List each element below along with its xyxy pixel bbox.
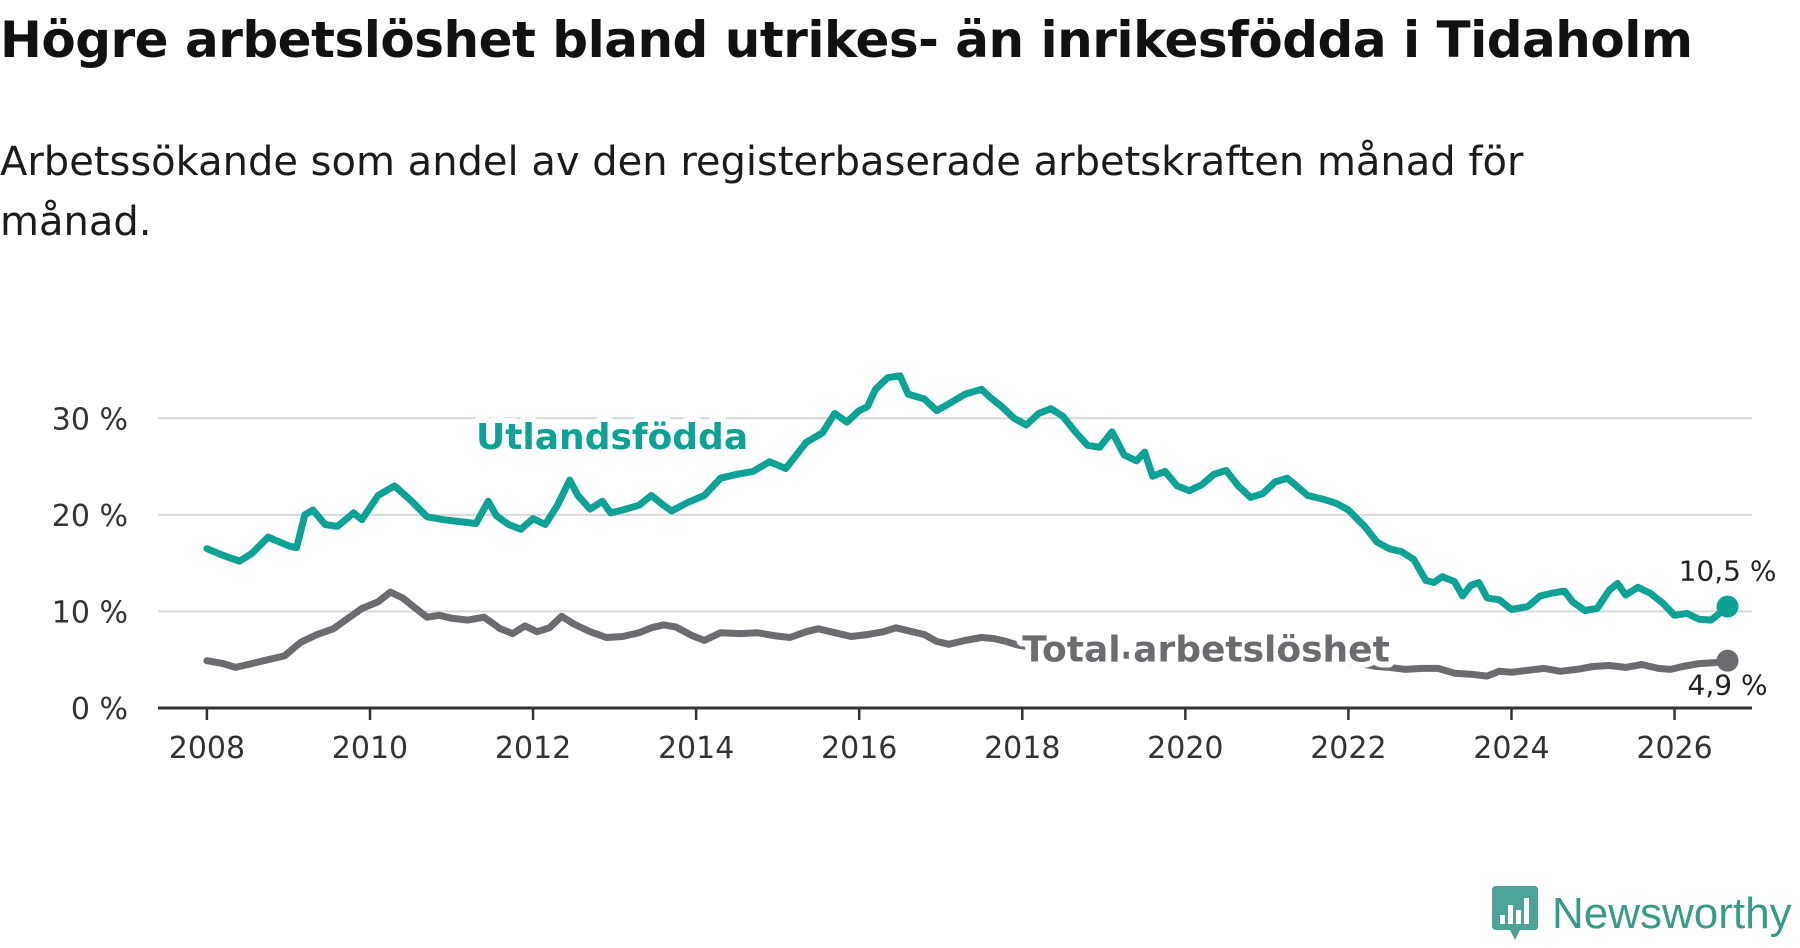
series-labels: Utlandsfödda Total arbetslöshet 10,5 % 4,9 …	[470, 411, 1779, 704]
series-label-total-arbetsloshet: Total arbetslöshet	[1022, 630, 1390, 671]
series-line-utlandsfodda	[203, 372, 1731, 624]
x-tick-label-2012: 2012	[495, 731, 571, 766]
y-tick-label-0: 0 %	[71, 692, 128, 727]
x-tick-label-2022: 2022	[1310, 731, 1386, 766]
end-point-utlandsfodda	[1716, 595, 1739, 618]
newsworthy-brand-name: Newsworthy	[1552, 889, 1792, 938]
grid-lines	[158, 417, 1752, 613]
series-lines	[203, 372, 1731, 680]
x-axis: 2008 2010 2012 2014 2016 2018 2020 2022 2024 2026	[158, 706, 1752, 766]
x-tick-label-2018: 2018	[984, 731, 1060, 766]
newsworthy-logo: Newsworthy	[1490, 884, 1792, 944]
x-tick-label-2010: 2010	[332, 731, 408, 766]
x-tick-label-2020: 2020	[1147, 731, 1223, 766]
chart-title: Högre arbetslöshet bland utrikes- än inr…	[0, 11, 1693, 69]
x-tick-label-2024: 2024	[1473, 731, 1549, 766]
x-tick-label-2014: 2014	[658, 731, 734, 766]
end-value-label-utlandsfodda: 10,5 %	[1679, 555, 1777, 588]
y-tick-label-10: 10 %	[52, 595, 128, 630]
y-axis-labels: 0 % 10 % 20 % 30 %	[52, 402, 128, 727]
x-tick-label-2008: 2008	[169, 731, 245, 766]
newsworthy-logo-icon	[1492, 886, 1538, 940]
y-tick-label-30: 30 %	[52, 402, 128, 437]
end-point-total-arbetsloshet	[1716, 649, 1739, 672]
series-line-total-arbetsloshet	[203, 588, 1731, 680]
chart-subtitle: Arbetssökande som andel av den registerb…	[0, 139, 1524, 245]
x-tick-label-2026: 2026	[1636, 731, 1712, 766]
y-tick-label-20: 20 %	[52, 499, 128, 534]
x-tick-label-2016: 2016	[821, 731, 897, 766]
end-value-label-total-arbetsloshet: 4,9 %	[1688, 669, 1768, 702]
series-label-utlandsfodda: Utlandsfödda	[476, 417, 748, 458]
